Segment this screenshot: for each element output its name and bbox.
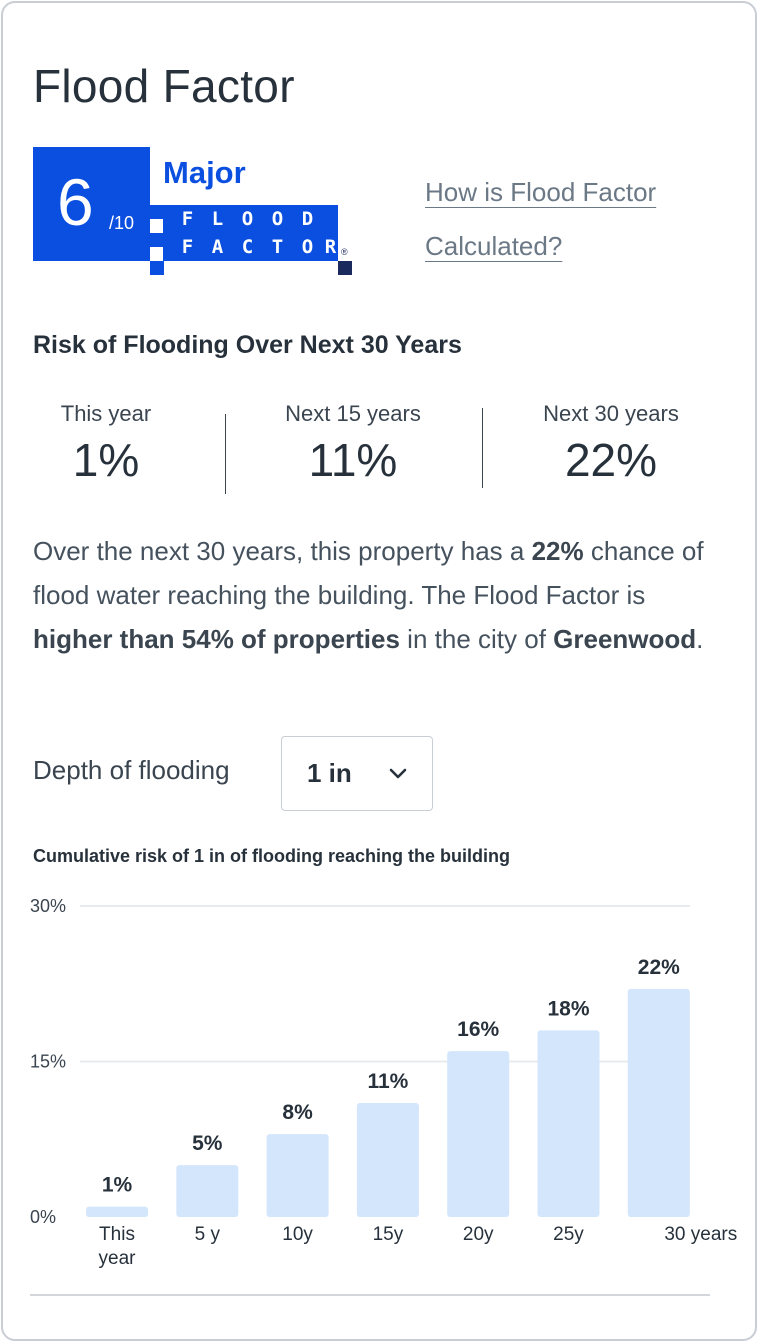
score-denominator: /10 (109, 213, 135, 233)
y-tick-label: 0% (30, 1207, 56, 1227)
bar (627, 988, 690, 1217)
chevron-down-icon (389, 768, 407, 779)
stat-divider (482, 408, 483, 488)
bar-value-label: 18% (547, 997, 589, 1020)
logo-letter: F (181, 236, 194, 258)
stat-this-year: This year 1% (33, 401, 179, 487)
score-value: 6 (57, 165, 94, 239)
x-tick-label: 5 y (195, 1224, 221, 1245)
bar-value-label: 8% (282, 1101, 313, 1124)
flood-factor-logo: F L O O D F A C T O R (163, 205, 338, 261)
bar (537, 1030, 600, 1217)
y-tick-label: 30% (30, 896, 66, 916)
logo-letter: O (271, 208, 284, 230)
stat-next-15-years: Next 15 years 11% (253, 401, 453, 487)
stat-value: 22% (564, 434, 658, 486)
description-text: in the city of (399, 624, 554, 654)
logo-letter: R (324, 236, 337, 258)
risk-level-label: Major (163, 155, 246, 190)
pixel-decoration (150, 233, 164, 247)
bar-value-label: 1% (102, 1174, 133, 1197)
bar (86, 1206, 148, 1217)
bar (266, 1134, 329, 1217)
chart-title: Cumulative risk of 1 in of flooding reac… (33, 846, 511, 866)
description-text: . (696, 624, 704, 654)
bar-value-label: 22% (638, 956, 680, 979)
how-calculated-link[interactable]: How is Flood Factor Calculated? (425, 177, 657, 261)
pixel-decoration (150, 261, 164, 275)
x-tick-label: 25y (553, 1224, 584, 1245)
depth-selected-value: 1 in (307, 758, 352, 788)
logo-letter: C (241, 236, 254, 258)
bar (176, 1165, 239, 1217)
logo-letter: D (301, 208, 314, 230)
stat-value: 11% (308, 434, 398, 486)
registered-mark: ® (341, 247, 348, 257)
logo-letter: L (211, 208, 224, 230)
x-tick-label: 10y (282, 1224, 313, 1245)
bottom-divider (30, 1294, 710, 1296)
card-title: Flood Factor (33, 60, 295, 112)
stat-label: This year (60, 401, 152, 426)
stat-divider (225, 414, 226, 494)
depth-select[interactable]: 1 in (281, 736, 433, 811)
logo-letter: F (181, 208, 194, 230)
description-highlight: 22% (531, 536, 584, 566)
logo-letter: O (301, 236, 314, 258)
x-tick-label: 20y (463, 1224, 494, 1245)
logo-letter: A (211, 236, 224, 258)
stat-label: Next 30 years (543, 401, 679, 426)
pixel-decoration (150, 205, 164, 219)
bar-value-label: 5% (192, 1132, 223, 1155)
flood-factor-badge: 6 /10 Major F L O O D F A C T O R ® (33, 147, 355, 277)
stat-next-30-years: Next 30 years 22% (508, 401, 714, 487)
score-box: 6 /10 (33, 147, 150, 261)
stat-value: 1% (72, 434, 140, 486)
risk-description: Over the next 30 years, this property ha… (33, 529, 723, 661)
y-tick-label: 15% (30, 1052, 66, 1072)
section-title: Risk of Flooding Over Next 30 Years (33, 331, 462, 359)
description-highlight: Greenwood (553, 624, 697, 654)
logo-letter: T (271, 236, 284, 258)
description-highlight: higher than 54% of properties (33, 624, 400, 654)
x-tick-label: This (99, 1224, 135, 1245)
risk-bar-chart: 0% 15% 30% 1% This year 5% 5 y 8% 10y 11% 15y 16% 20y… (30, 896, 737, 1269)
x-tick-label: 30 years (664, 1224, 737, 1245)
depth-label: Depth of flooding (33, 755, 230, 785)
description-text: chance of flood water reaching the build… (33, 536, 704, 610)
bar-value-label: 11% (367, 1070, 408, 1093)
x-tick-label: 15y (373, 1224, 404, 1245)
description-text: Over the next 30 years, this property ha… (33, 536, 532, 566)
logo-letter: O (241, 208, 254, 230)
bar (447, 1051, 510, 1217)
bar (356, 1102, 419, 1217)
stat-label: Next 15 years (285, 401, 421, 426)
bar-value-label: 16% (457, 1018, 499, 1041)
x-tick-label: year (99, 1248, 137, 1269)
pixel-decoration (338, 261, 352, 275)
